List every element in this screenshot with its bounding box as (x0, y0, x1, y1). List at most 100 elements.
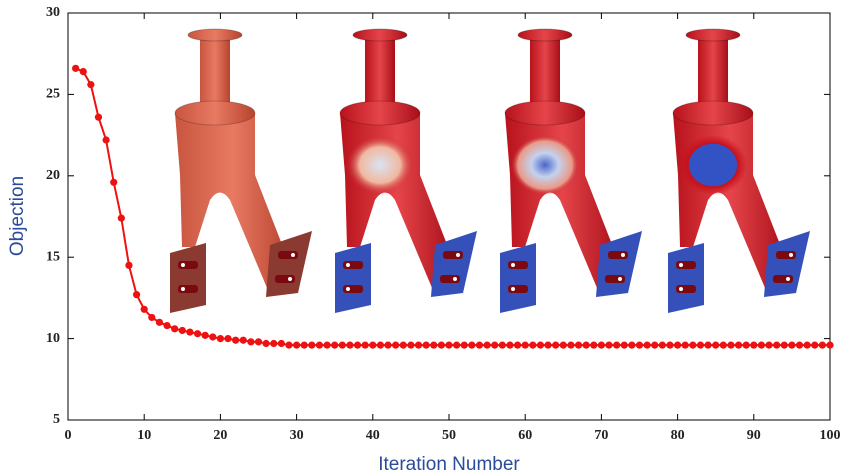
point (423, 342, 430, 349)
point (484, 342, 491, 349)
point (575, 342, 582, 349)
point (354, 342, 361, 349)
point (468, 342, 475, 349)
x-tick-label: 10 (137, 428, 151, 443)
x-tick-label: 60 (518, 428, 532, 443)
point (217, 335, 224, 342)
x-tick-label: 50 (442, 428, 456, 443)
point (804, 342, 811, 349)
point (148, 314, 155, 321)
point (125, 262, 132, 269)
point (826, 342, 833, 349)
point (202, 332, 209, 339)
point (750, 342, 757, 349)
point (407, 342, 414, 349)
point (293, 342, 300, 349)
point (682, 342, 689, 349)
point (270, 340, 277, 347)
y-tick-label: 30 (46, 5, 60, 20)
point (194, 330, 201, 337)
point (567, 342, 574, 349)
x-tick-label: 40 (366, 428, 380, 443)
point (628, 342, 635, 349)
point (560, 342, 567, 349)
point (552, 342, 559, 349)
x-tick-label: 20 (213, 428, 227, 443)
y-tick-label: 10 (46, 331, 60, 346)
shape-image (170, 29, 312, 313)
chart: Iteration Number Objection 0102030405060… (0, 0, 844, 475)
point (445, 342, 452, 349)
point (255, 338, 262, 345)
point (590, 342, 597, 349)
point (697, 342, 704, 349)
point (339, 342, 346, 349)
point (781, 342, 788, 349)
point (87, 81, 94, 88)
point (453, 342, 460, 349)
point (499, 342, 506, 349)
point (377, 342, 384, 349)
x-tick-label: 0 (65, 428, 72, 443)
point (689, 342, 696, 349)
x-tick-label: 30 (290, 428, 304, 443)
point (506, 342, 513, 349)
point (735, 342, 742, 349)
y-tick-label: 20 (46, 168, 60, 183)
point (232, 337, 239, 344)
point (704, 342, 711, 349)
point (179, 327, 186, 334)
shape-image (668, 29, 810, 313)
point (788, 342, 795, 349)
point (529, 342, 536, 349)
point (644, 342, 651, 349)
shape-image (500, 29, 642, 313)
point (522, 342, 529, 349)
point (316, 342, 323, 349)
point (171, 325, 178, 332)
point (133, 291, 140, 298)
point (720, 342, 727, 349)
x-tick-label: 70 (594, 428, 608, 443)
point (743, 342, 750, 349)
point (514, 342, 521, 349)
point (346, 342, 353, 349)
point (666, 342, 673, 349)
y-tick-label: 5 (53, 412, 60, 427)
point (765, 342, 772, 349)
point (95, 114, 102, 121)
point (369, 342, 376, 349)
point (278, 340, 285, 347)
point (811, 342, 818, 349)
point (476, 342, 483, 349)
point (621, 342, 628, 349)
point (491, 342, 498, 349)
point (186, 328, 193, 335)
point (209, 333, 216, 340)
point (331, 342, 338, 349)
point (712, 342, 719, 349)
point (103, 136, 110, 143)
x-tick-label: 100 (820, 428, 841, 443)
point (247, 338, 254, 345)
point (384, 342, 391, 349)
point (544, 342, 551, 349)
y-tick-label: 15 (46, 249, 60, 264)
point (796, 342, 803, 349)
point (400, 342, 407, 349)
point (659, 342, 666, 349)
point (636, 342, 643, 349)
point (118, 215, 125, 222)
point (362, 342, 369, 349)
point (415, 342, 422, 349)
point (285, 342, 292, 349)
point (263, 340, 270, 347)
point (392, 342, 399, 349)
point (240, 337, 247, 344)
point (80, 68, 87, 75)
y-axis-label: Objection (7, 176, 28, 256)
point (438, 342, 445, 349)
y-tick-label: 25 (46, 87, 60, 102)
point (605, 342, 612, 349)
point (156, 319, 163, 326)
